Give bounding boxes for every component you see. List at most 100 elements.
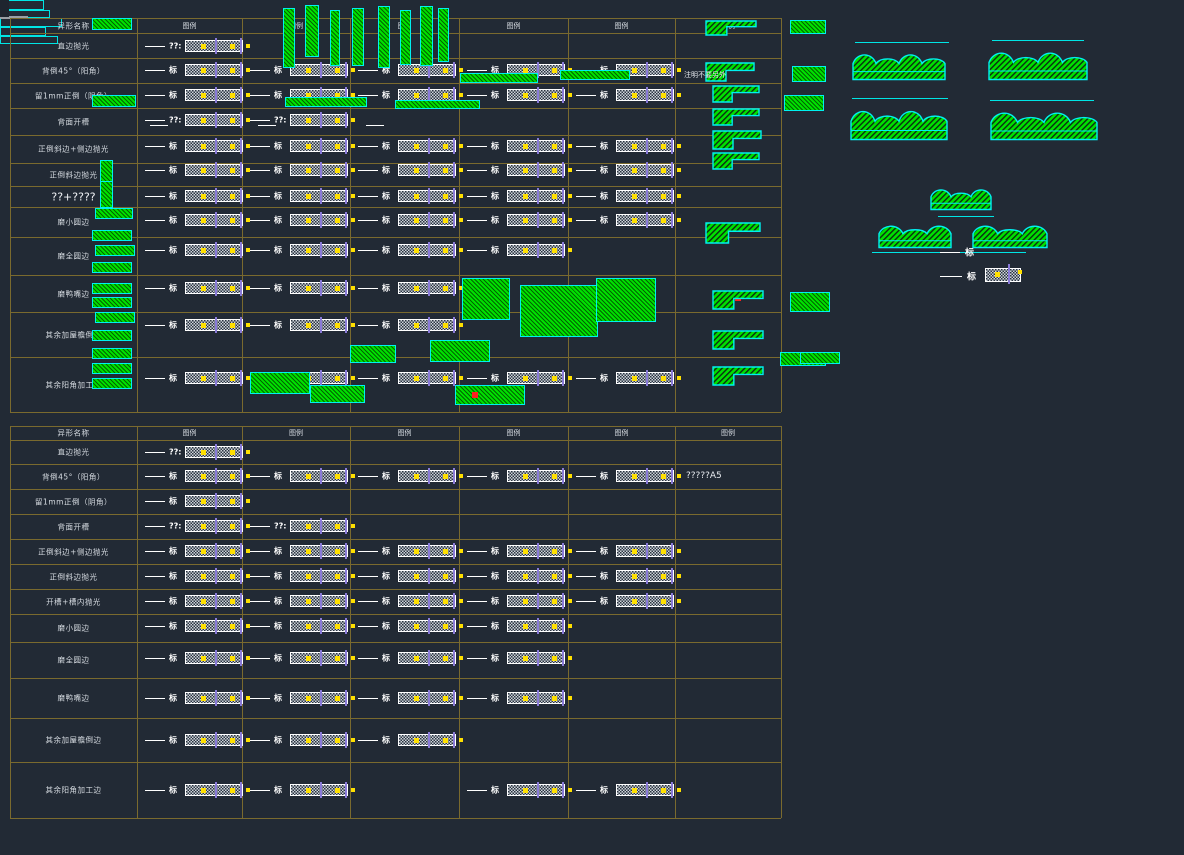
grip-point: [414, 247, 420, 253]
grip-edge: [537, 568, 540, 584]
detail-tag: 标: [274, 653, 282, 663]
leader-line: [145, 325, 165, 326]
leader-line-right2: [940, 276, 962, 277]
hatch-section: [507, 214, 565, 226]
profile-thumbnail-7: [92, 297, 132, 308]
green-fill-region-2: [596, 278, 656, 322]
hatch-section: [507, 244, 565, 256]
grip-edge: [215, 518, 218, 534]
grip-point: [246, 474, 250, 478]
grid-row-6: [10, 163, 781, 164]
row-label-3: 留1mm正倒（阴角）: [35, 91, 112, 100]
hatch-section: [185, 372, 243, 384]
grip-edge: [671, 593, 674, 609]
grip-point: [459, 218, 463, 222]
column-header-6: 图例: [721, 429, 735, 437]
grip-edge: [646, 468, 649, 484]
detail-tag: 标: [169, 165, 177, 175]
detail-tag: 标: [382, 571, 390, 581]
grip-point: [677, 788, 681, 792]
grip-point: [201, 523, 207, 529]
grip-edge: [320, 468, 323, 484]
grip-edge: [453, 188, 456, 204]
leader-line-extra-0: [150, 125, 168, 126]
grid-row-7: [10, 186, 781, 187]
leader-line: [358, 220, 378, 221]
detail-tag: 标: [169, 373, 177, 383]
leader-line: [358, 601, 378, 602]
grip-edge: [453, 212, 456, 228]
detail-tag: 标: [491, 596, 499, 606]
grid-col-4: [459, 426, 460, 818]
grip-point: [306, 473, 312, 479]
grip-edge: [320, 782, 323, 798]
grid-row-9: [10, 642, 781, 643]
leader-line: [358, 658, 378, 659]
leader-line: [358, 288, 378, 289]
grip-point: [443, 285, 449, 291]
grip-edge: [537, 242, 540, 258]
grip-point: [552, 92, 558, 98]
grip-edge: [240, 732, 243, 748]
detail-tag: 标: [274, 65, 282, 75]
grip-point: [552, 695, 558, 701]
grip-point: [335, 375, 341, 381]
column-header-5: 图例: [614, 21, 629, 30]
grip-point: [552, 548, 558, 554]
leader-line: [358, 551, 378, 552]
column-header-1: 图例: [182, 21, 197, 30]
detail-tag: 标: [382, 90, 390, 100]
grip-point: [230, 143, 236, 149]
grip-edge: [320, 138, 323, 154]
row-label-4: 背面开槽: [57, 522, 90, 531]
grip-point: [246, 524, 250, 528]
detail-tag-right: 标: [965, 248, 975, 259]
right-extra-profile-3: [790, 292, 830, 312]
grip-edge: [453, 242, 456, 258]
grip-edge: [428, 732, 431, 748]
grip-edge: [646, 782, 649, 798]
grip-edge: [320, 650, 323, 666]
grip-point: [414, 143, 420, 149]
grip-point: [552, 598, 558, 604]
leader-line: [145, 170, 165, 171]
grip-point: [335, 548, 341, 554]
grip-point: [230, 787, 236, 793]
row-label-1: 直边抛光: [57, 447, 90, 457]
leader-line: [145, 526, 165, 527]
grip-edge: [428, 650, 431, 666]
grip-edge: [240, 593, 243, 609]
grip-edge: [345, 543, 348, 559]
grip-edge: [562, 543, 565, 559]
grip-point: [335, 598, 341, 604]
grip-edge: [215, 38, 218, 54]
hatch-section: [290, 692, 348, 704]
grip-edge: [215, 690, 218, 706]
grip-edge-right: [1008, 264, 1010, 284]
grip-point: [351, 248, 355, 252]
grip-point: [246, 248, 250, 252]
detail-tag: 标: [491, 191, 499, 201]
grip-edge: [215, 444, 218, 460]
cell-detail-layer: ??:标标标标标标标标标标??:??:标标标标标标标标标标标标标标标标标标标标标…: [0, 0, 1184, 798]
grip-edge: [562, 188, 565, 204]
detail-tag: 标: [274, 596, 282, 606]
leader-line: [467, 790, 487, 791]
grip-point: [661, 375, 667, 381]
grip-point: [552, 247, 558, 253]
vertical-profile-bar-1: [100, 178, 113, 208]
vertical-hatch-strip-1: [305, 5, 319, 57]
grip-point: [552, 143, 558, 149]
grip-point: [414, 322, 420, 328]
grip-point: [230, 322, 236, 328]
grid-col-3: [350, 426, 351, 818]
hatch-section: [185, 570, 243, 582]
detail-tag: 标: [382, 283, 390, 293]
grip-point: [351, 624, 355, 628]
grip-point: [523, 598, 529, 604]
grip-edge: [320, 317, 323, 333]
grip-edge: [345, 593, 348, 609]
grip-edge: [345, 618, 348, 634]
leader-line: [250, 626, 270, 627]
